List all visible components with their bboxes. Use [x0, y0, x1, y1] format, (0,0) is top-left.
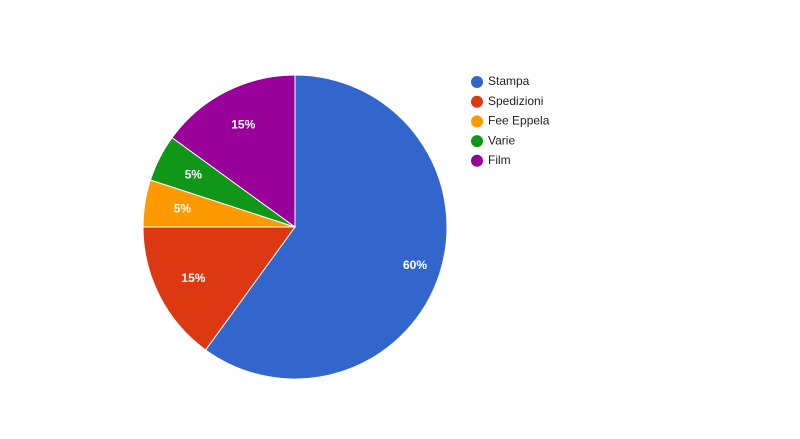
slice-label: 60% — [403, 258, 427, 272]
legend-label: Spedizioni — [488, 94, 543, 108]
legend-marker — [471, 135, 483, 148]
legend-marker — [471, 95, 483, 108]
legend-marker — [471, 154, 483, 167]
slice-label: 5% — [174, 201, 192, 215]
slice-label: 5% — [185, 167, 203, 181]
slice-label: 15% — [181, 271, 205, 285]
pie-slice — [204, 74, 448, 380]
legend-label: Fee Eppela — [488, 114, 550, 128]
pie-slice — [142, 226, 296, 351]
slice-label: 15% — [231, 118, 255, 132]
pie-slice — [171, 74, 296, 228]
legend-marker — [471, 115, 483, 128]
legend-label: Stampa — [488, 74, 530, 88]
legend-label: Film — [488, 153, 511, 167]
legend-marker — [471, 76, 483, 88]
legend-label: Varie — [488, 133, 515, 147]
